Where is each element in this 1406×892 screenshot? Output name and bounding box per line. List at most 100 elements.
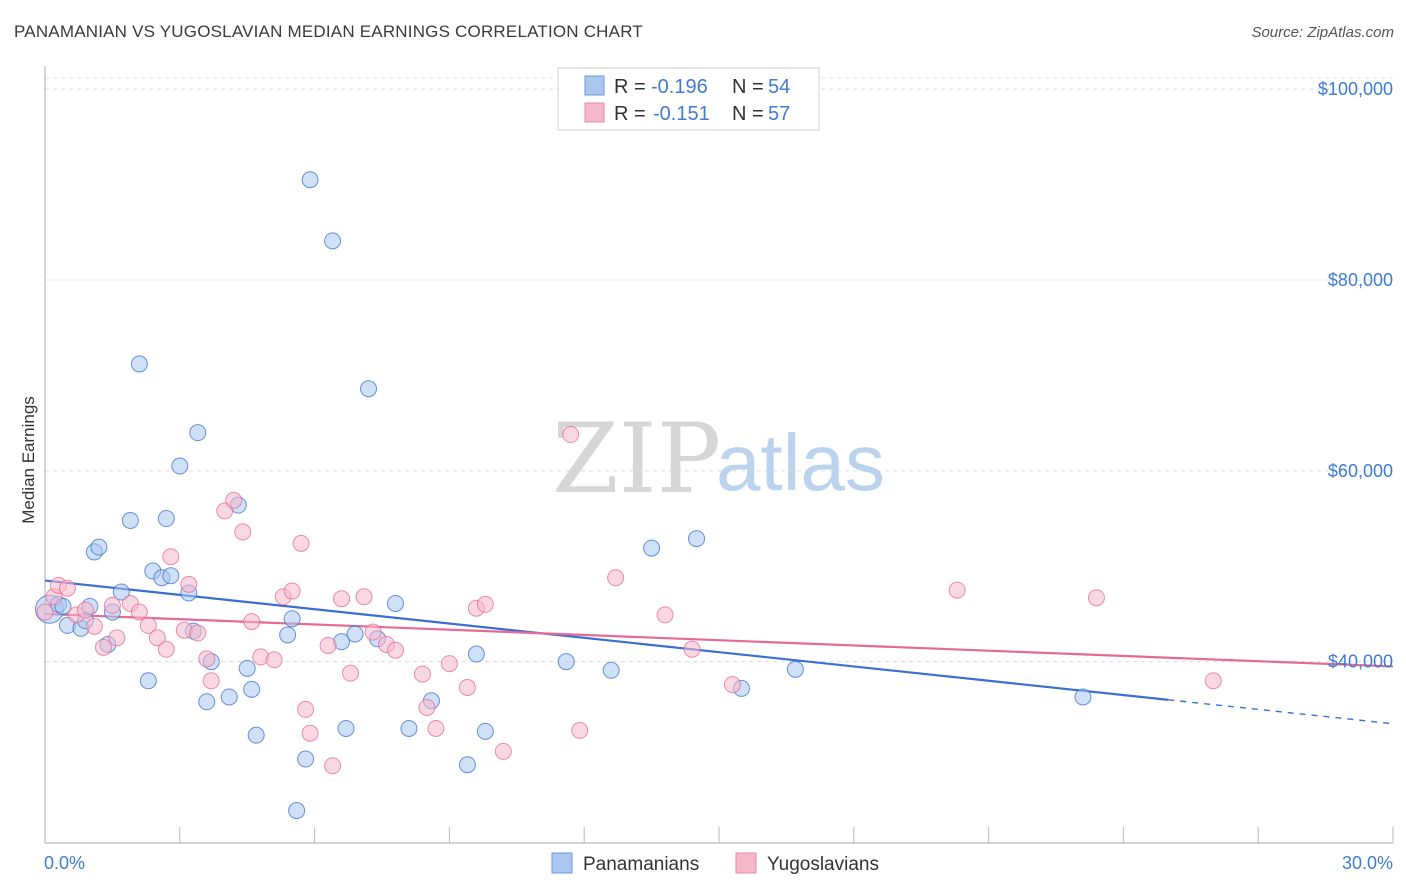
point-yugoslavians-54 <box>1087 589 1105 607</box>
legend-swatch-pink <box>584 102 605 123</box>
point-panamanians-44 <box>458 756 476 774</box>
point-yugoslavians-17 <box>189 624 207 642</box>
point-yugoslavians-29 <box>297 700 315 718</box>
points-layer <box>34 171 1222 820</box>
y-tick-label-3: $100,000 <box>1318 79 1393 99</box>
point-yugoslavians-11 <box>139 616 157 634</box>
point-yugoslavians-55 <box>1204 672 1222 690</box>
point-yugoslavians-5 <box>85 617 103 635</box>
point-yugoslavians-56 <box>36 603 54 621</box>
point-panamanians-38 <box>346 625 364 643</box>
point-panamanians-37 <box>337 719 355 737</box>
point-yugoslavians-42 <box>440 655 458 673</box>
point-yugoslavians-41 <box>427 719 445 737</box>
y-tick-label-0: $40,000 <box>1328 652 1393 672</box>
point-yugoslavians-47 <box>562 426 580 444</box>
point-yugoslavians-13 <box>157 640 175 658</box>
legend-n-label-blue: N = <box>732 76 764 98</box>
point-yugoslavians-10 <box>130 603 148 621</box>
series-legend-yugoslavians: Yugoslavians <box>767 854 879 875</box>
point-panamanians-19 <box>171 457 189 475</box>
point-panamanians-23 <box>198 693 216 711</box>
point-yugoslavians-45 <box>476 595 494 613</box>
point-yugoslavians-25 <box>265 651 283 669</box>
point-panamanians-32 <box>288 802 306 820</box>
legend-r-value-pink: -0.151 <box>653 103 710 125</box>
y-axis-label: Median Earnings <box>19 396 38 524</box>
point-panamanians-41 <box>386 594 404 612</box>
watermark-zip: ZIP <box>552 403 721 515</box>
point-yugoslavians-52 <box>723 676 741 694</box>
point-yugoslavians-32 <box>324 757 342 775</box>
series-legend-swatch-yugoslavians <box>735 852 757 874</box>
trendline-panamanians <box>44 579 1169 701</box>
legend-n-value-pink: 57 <box>768 103 790 125</box>
trend-layer <box>44 579 1394 725</box>
point-yugoslavians-27 <box>283 582 301 600</box>
x-tick-label-min: 0.0% <box>44 853 85 873</box>
point-yugoslavians-31 <box>319 636 337 654</box>
point-panamanians-22 <box>189 424 207 442</box>
legend-r-value-blue: -0.196 <box>651 76 708 98</box>
point-panamanians-28 <box>243 680 261 698</box>
point-yugoslavians-18 <box>198 650 216 668</box>
legend-r-label-blue: R = <box>614 76 646 98</box>
stats-legend: R = -0.196 N = 54 R = -0.151 N = 57 <box>557 67 820 131</box>
point-yugoslavians-48 <box>571 721 589 739</box>
point-yugoslavians-53 <box>948 581 966 599</box>
point-panamanians-47 <box>557 653 575 671</box>
point-yugoslavians-40 <box>418 698 436 716</box>
point-yugoslavians-43 <box>458 678 476 696</box>
point-panamanians-12 <box>121 511 139 529</box>
point-panamanians-14 <box>139 672 157 690</box>
point-panamanians-29 <box>247 726 265 744</box>
point-panamanians-18 <box>162 567 180 585</box>
point-panamanians-35 <box>324 232 342 250</box>
point-yugoslavians-12 <box>148 629 166 647</box>
point-yugoslavians-4 <box>76 601 94 619</box>
point-yugoslavians-8 <box>108 629 126 647</box>
point-panamanians-48 <box>602 661 620 679</box>
point-panamanians-46 <box>476 722 494 740</box>
legend-r-label-pink: R = <box>614 103 646 125</box>
point-panamanians-17 <box>157 510 175 528</box>
point-panamanians-45 <box>467 645 485 663</box>
point-yugoslavians-46 <box>494 742 512 760</box>
watermark: ZIP atlas <box>552 403 885 515</box>
point-yugoslavians-50 <box>656 606 674 624</box>
point-yugoslavians-23 <box>243 613 261 631</box>
point-panamanians-30 <box>279 626 297 644</box>
point-yugoslavians-38 <box>386 641 404 659</box>
source-label: Source: ZipAtlas.com <box>1251 24 1394 41</box>
point-panamanians-31 <box>283 610 301 628</box>
trendline-panamanians-extension <box>1168 699 1394 725</box>
point-panamanians-49 <box>643 539 661 557</box>
point-yugoslavians-6 <box>94 638 112 656</box>
point-yugoslavians-16 <box>180 575 198 593</box>
grid-layer <box>45 77 1393 663</box>
point-panamanians-27 <box>238 659 256 677</box>
point-panamanians-50 <box>688 530 706 548</box>
point-yugoslavians-35 <box>355 588 373 606</box>
point-yugoslavians-28 <box>292 534 310 552</box>
legend-n-label-pink: N = <box>732 103 764 125</box>
point-yugoslavians-33 <box>333 590 351 608</box>
legend-swatch-blue <box>584 75 605 96</box>
y-tick-labels: $40,000 $60,000 $80,000 $100,000 <box>1318 79 1393 672</box>
point-panamanians-8 <box>90 538 108 556</box>
watermark-atlas: atlas <box>716 418 885 507</box>
point-panamanians-25 <box>220 688 238 706</box>
point-yugoslavians-39 <box>413 665 431 683</box>
series-legend: Panamanians Yugoslavians <box>551 852 879 875</box>
point-yugoslavians-2 <box>58 579 76 597</box>
axis-layer <box>44 66 1394 844</box>
point-yugoslavians-14 <box>162 548 180 566</box>
point-panamanians-13 <box>130 355 148 373</box>
point-panamanians-39 <box>360 380 378 398</box>
chart-title: PANAMANIAN VS YUGOSLAVIAN MEDIAN EARNING… <box>14 22 643 41</box>
point-yugoslavians-34 <box>342 664 360 682</box>
point-panamanians-42 <box>400 719 418 737</box>
point-yugoslavians-36 <box>364 623 382 641</box>
point-panamanians-34 <box>301 171 319 189</box>
